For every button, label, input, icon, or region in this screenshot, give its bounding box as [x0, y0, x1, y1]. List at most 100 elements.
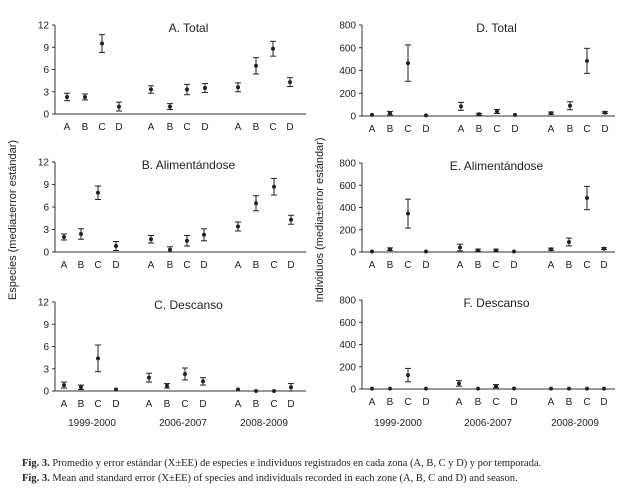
- data-point: [254, 63, 258, 68]
- x-category-label: B: [566, 397, 573, 408]
- data-point: [406, 61, 410, 66]
- caption-spanish-text: Promedio y error estándar (X±EE) de espe…: [52, 458, 542, 469]
- data-point: [549, 386, 553, 391]
- x-category-label: A: [146, 399, 153, 410]
- data-point: [147, 375, 151, 380]
- x-category-label: A: [235, 260, 242, 271]
- x-category-label: C: [404, 397, 411, 408]
- x-category-label: C: [492, 260, 499, 271]
- data-point: [254, 389, 258, 393]
- data-point: [388, 247, 392, 252]
- x-category-label: D: [201, 122, 208, 133]
- data-point: [370, 386, 374, 391]
- data-point: [185, 87, 189, 92]
- x-category-label: D: [112, 260, 119, 271]
- x-category-label: A: [548, 397, 555, 408]
- x-category-label: B: [253, 399, 260, 410]
- y-tick-label: 9: [43, 180, 49, 191]
- chart-title: E. Alimentándose: [450, 159, 544, 173]
- data-point: [370, 112, 374, 117]
- x-category-label: A: [61, 399, 68, 410]
- x-category-label: B: [387, 260, 394, 271]
- data-point: [236, 85, 240, 90]
- x-category-label: A: [369, 260, 376, 271]
- y-tick-label: 3: [43, 87, 49, 98]
- x-category-label: A: [548, 124, 555, 135]
- data-point: [114, 244, 118, 248]
- data-point: [406, 373, 410, 378]
- x-category-label: B: [566, 260, 573, 271]
- x-category-label: D: [199, 399, 206, 410]
- season-labels-left: 1999-2000 2006-2007 2008-2009: [68, 418, 288, 429]
- data-point: [271, 46, 275, 51]
- x-category-label: D: [600, 397, 607, 408]
- data-point: [476, 248, 480, 253]
- x-category-label: B: [567, 124, 574, 135]
- y-tick-label: 3: [43, 364, 49, 375]
- left-y-axis-label: Especies (media±error estándar): [7, 140, 19, 300]
- y-tick-label: 0: [350, 385, 356, 396]
- chart-title: F. Descanso: [463, 296, 529, 310]
- x-category-label: D: [422, 124, 429, 135]
- data-point: [62, 383, 66, 388]
- y-tick-label: 800: [339, 21, 356, 32]
- y-tick-label: 0: [43, 387, 49, 398]
- data-point: [424, 249, 428, 254]
- data-point: [603, 110, 607, 115]
- data-point: [114, 387, 118, 392]
- data-point: [96, 190, 100, 195]
- data-point: [236, 387, 240, 392]
- data-point: [513, 112, 517, 117]
- x-category-label: B: [476, 124, 483, 135]
- data-point: [183, 371, 187, 376]
- y-tick-label: 800: [339, 159, 356, 170]
- x-category-label: D: [287, 399, 294, 410]
- x-category-label: D: [510, 260, 517, 271]
- chart-title: D. Total: [476, 21, 516, 35]
- y-tick-label: 200: [339, 225, 356, 236]
- y-tick-label: 9: [43, 320, 49, 331]
- data-point: [424, 386, 428, 391]
- data-point: [185, 238, 189, 243]
- y-tick-label: 3: [43, 225, 49, 236]
- data-point: [568, 103, 572, 108]
- data-point: [149, 87, 153, 92]
- x-category-label: B: [253, 122, 260, 133]
- x-category-label: D: [601, 124, 608, 135]
- data-point: [272, 389, 276, 393]
- data-point: [62, 235, 66, 239]
- data-point: [168, 104, 172, 109]
- x-category-label: D: [422, 397, 429, 408]
- y-tick-label: 0: [350, 112, 356, 123]
- data-point: [201, 379, 205, 384]
- x-category-label: C: [583, 124, 590, 135]
- data-point: [289, 217, 293, 222]
- x-category-label: C: [583, 397, 590, 408]
- data-point: [168, 247, 172, 252]
- data-point: [83, 94, 87, 99]
- data-point: [494, 248, 498, 253]
- x-category-label: C: [269, 122, 276, 133]
- data-point: [459, 104, 463, 109]
- caption-english: Fig. 3. Mean and standard error (X±EE) o…: [22, 473, 518, 484]
- data-point: [272, 184, 276, 189]
- season-label: 2006-2007: [159, 418, 207, 429]
- x-category-label: B: [167, 260, 174, 271]
- y-tick-label: 0: [43, 110, 49, 121]
- data-point: [585, 196, 589, 201]
- x-category-label: C: [94, 260, 101, 271]
- x-category-label: A: [369, 397, 376, 408]
- y-tick-label: 800: [339, 296, 356, 307]
- x-category-label: A: [235, 122, 242, 133]
- data-point: [457, 381, 461, 386]
- x-category-label: C: [404, 260, 411, 271]
- x-category-label: C: [181, 399, 188, 410]
- y-tick-label: 6: [43, 65, 49, 76]
- x-category-label: C: [94, 399, 101, 410]
- x-category-label: A: [458, 124, 465, 135]
- season-label: 2008-2009: [551, 418, 599, 429]
